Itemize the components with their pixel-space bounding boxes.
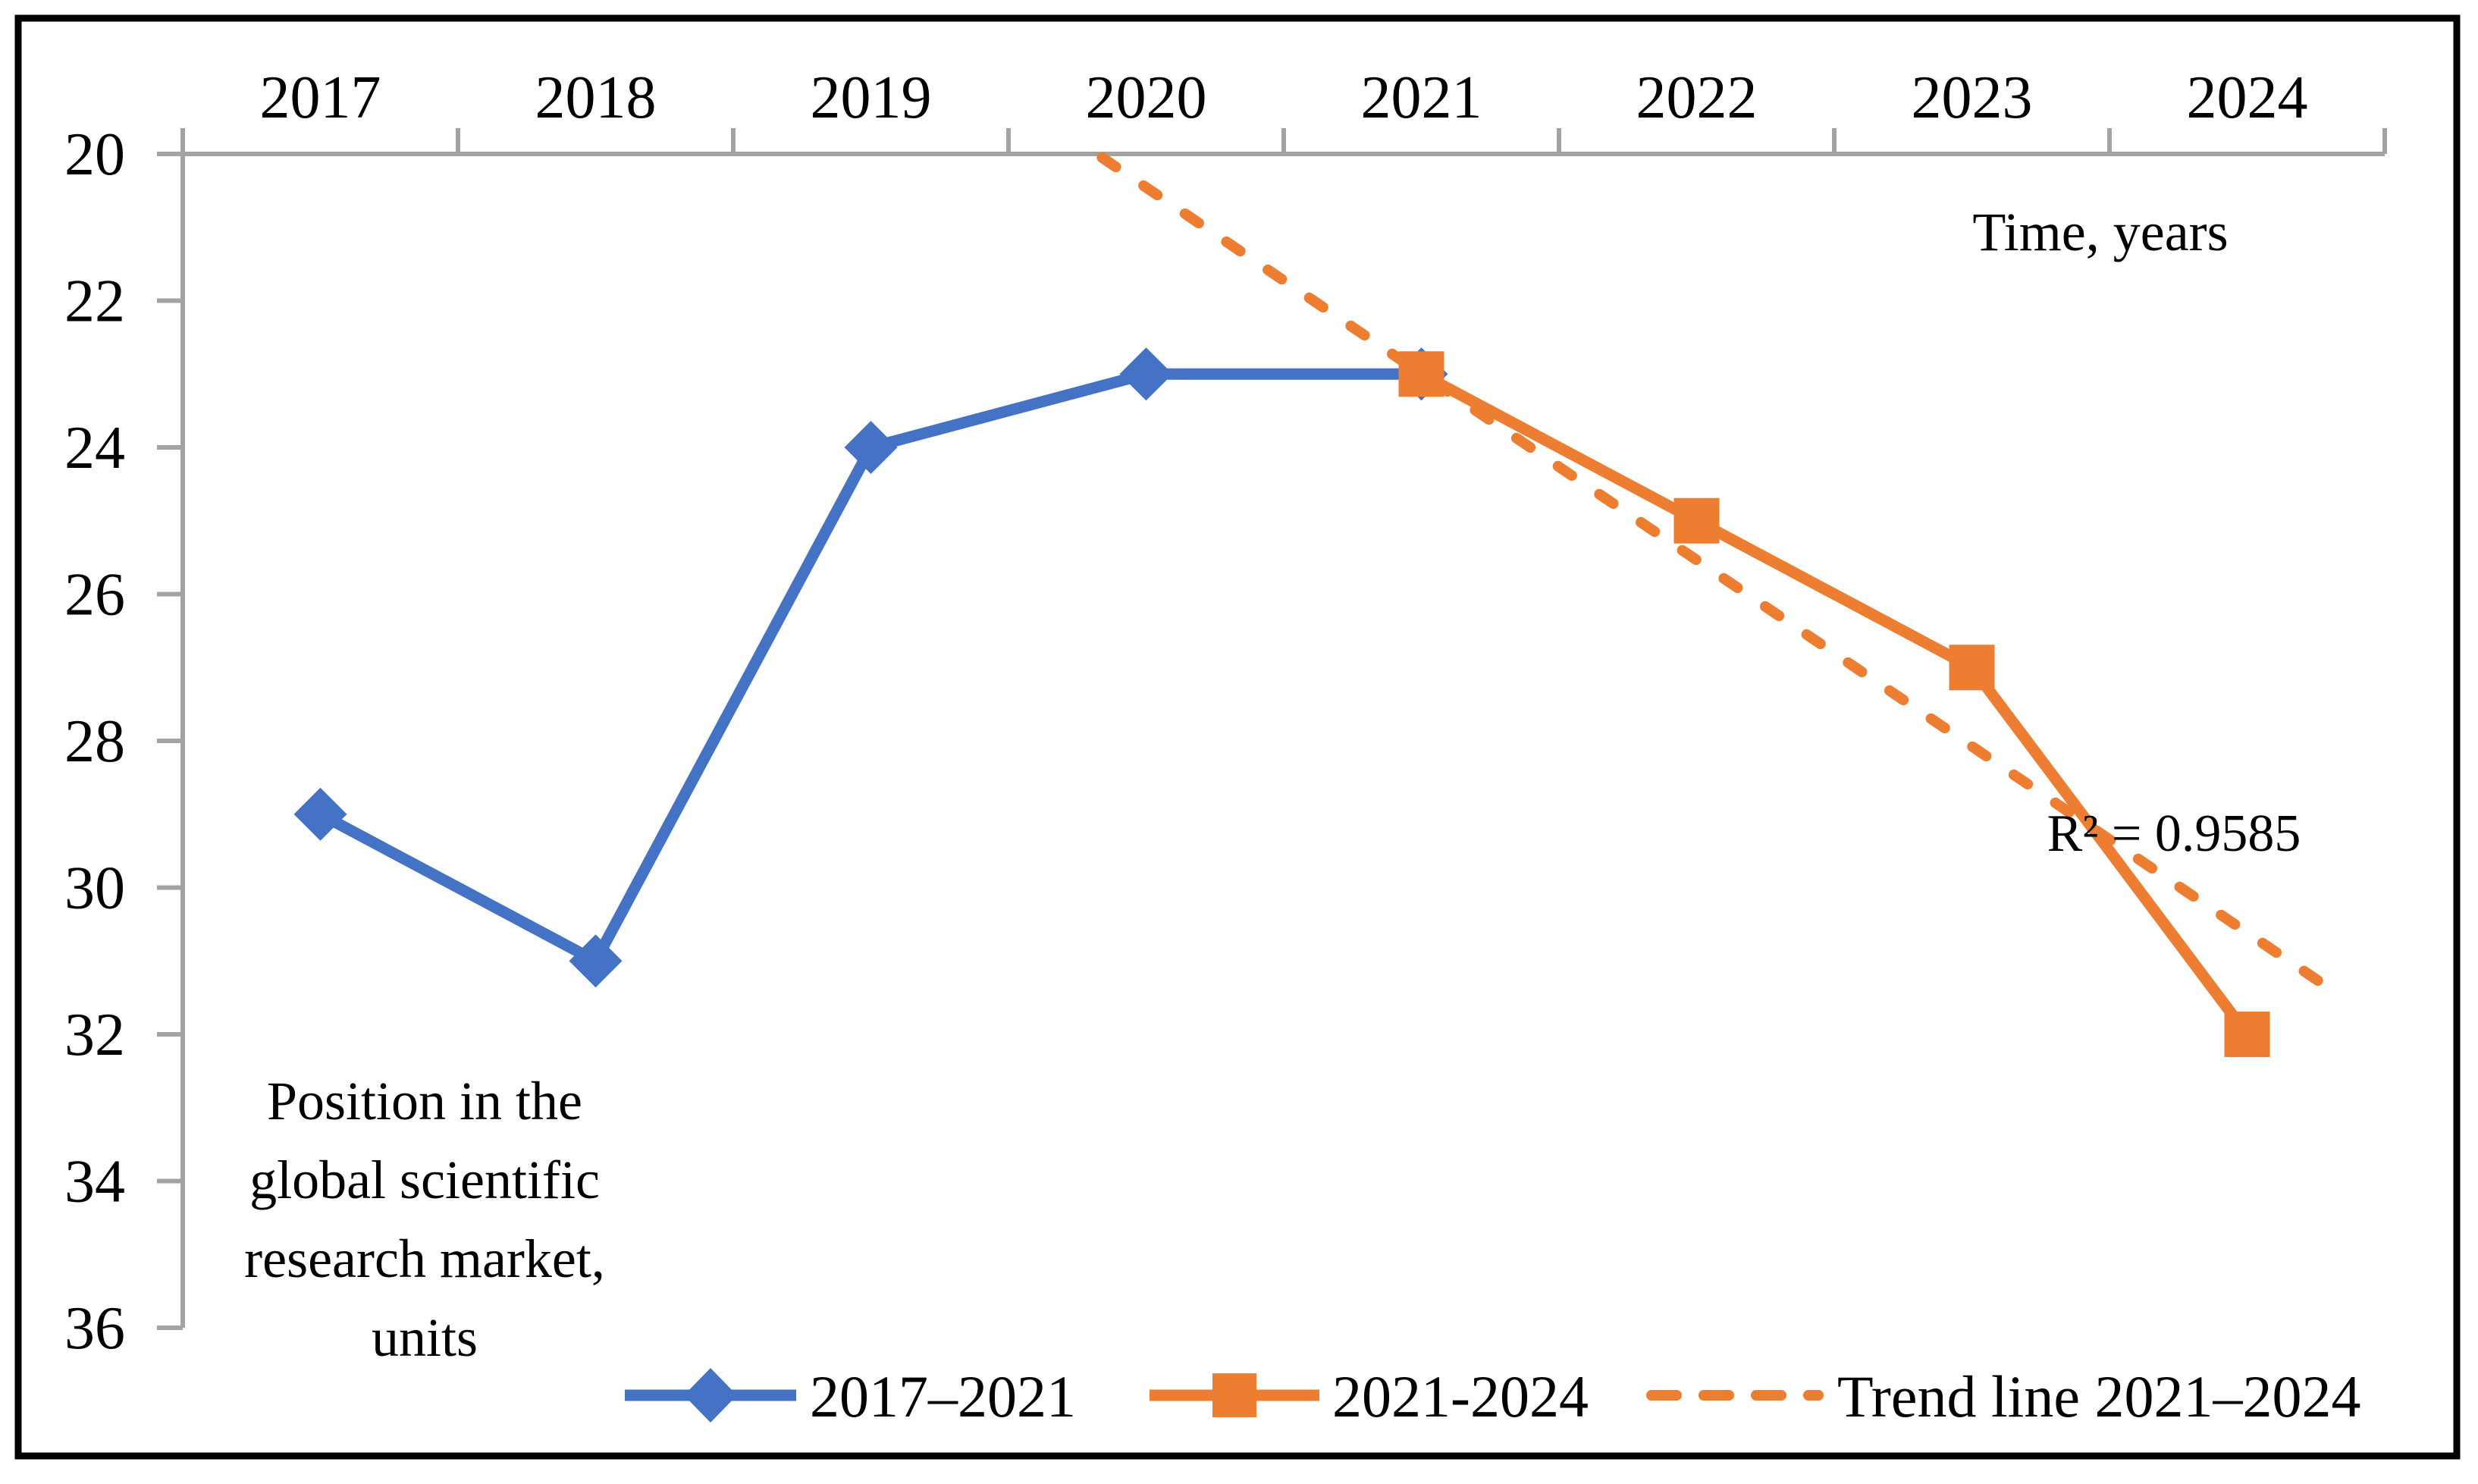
diamond-marker-icon — [293, 787, 347, 841]
y-tick-label: 36 — [64, 1295, 125, 1362]
square-marker-icon — [1949, 645, 1995, 691]
y-tick-label: 20 — [64, 121, 125, 188]
y-tick-label: 32 — [64, 1002, 125, 1068]
x-tick-label: 2021 — [1361, 64, 1482, 131]
series-line-2 — [1416, 368, 2253, 1040]
square-marker-icon — [2224, 1012, 2270, 1057]
trend-line — [1096, 152, 2327, 989]
y-tick-label: 26 — [64, 562, 125, 629]
legend-label-trend: Trend line 2021–2024 — [1837, 1363, 2360, 1429]
y-axis-title-line: Position in the — [267, 1071, 582, 1131]
x-tick-label: 2024 — [2187, 64, 2308, 131]
x-tick-label: 2020 — [1086, 64, 1207, 131]
diamond-marker-icon — [844, 421, 898, 474]
y-tick-label: 24 — [64, 415, 125, 482]
y-axis-title-line: global scientific — [249, 1150, 600, 1210]
y-tick-label: 30 — [64, 855, 125, 922]
x-tick-label: 2017 — [260, 64, 381, 131]
y-axis-title-line: research market, — [244, 1228, 605, 1289]
diamond-marker-icon — [1119, 347, 1173, 401]
x-tick-label: 2018 — [535, 64, 657, 131]
r-squared-label: R² = 0.9585 — [2047, 805, 2301, 863]
legend-item-series-1: 2017–2021 — [625, 1363, 1076, 1429]
legend-square-marker-icon — [1212, 1373, 1256, 1417]
x-tick-label: 2023 — [1912, 64, 2033, 131]
legend-label-series-2: 2021-2024 — [1332, 1363, 1589, 1429]
legend: 2017–2021 2021-2024 Trend line 2021–2024 — [625, 1363, 2360, 1429]
legend-item-trend: Trend line 2021–2024 — [1646, 1363, 2360, 1429]
axes: 2017 2018 2019 2020 2021 2022 2023 202420222426… — [64, 64, 2387, 1362]
square-marker-icon — [1673, 497, 1720, 544]
diamond-marker-icon — [569, 934, 623, 988]
legend-item-series-2: 2021-2024 — [1150, 1363, 1589, 1429]
square-marker-icon — [1398, 351, 1444, 397]
legend-label-series-1: 2017–2021 — [810, 1363, 1076, 1429]
x-tick-label: 2022 — [1636, 64, 1758, 131]
chart-border — [14, 14, 2461, 1460]
x-axis-title: Time, years — [1972, 202, 2228, 262]
y-axis-title-line: units — [372, 1307, 478, 1368]
plot-area — [293, 152, 2327, 1057]
y-tick-label: 22 — [64, 268, 125, 335]
y-axis-title: Position in the global scientific resear… — [244, 1071, 605, 1368]
legend-diamond-marker-icon — [684, 1368, 737, 1423]
y-tick-label: 34 — [64, 1149, 125, 1216]
x-tick-label: 2019 — [811, 64, 932, 131]
y-tick-label: 28 — [64, 708, 125, 775]
